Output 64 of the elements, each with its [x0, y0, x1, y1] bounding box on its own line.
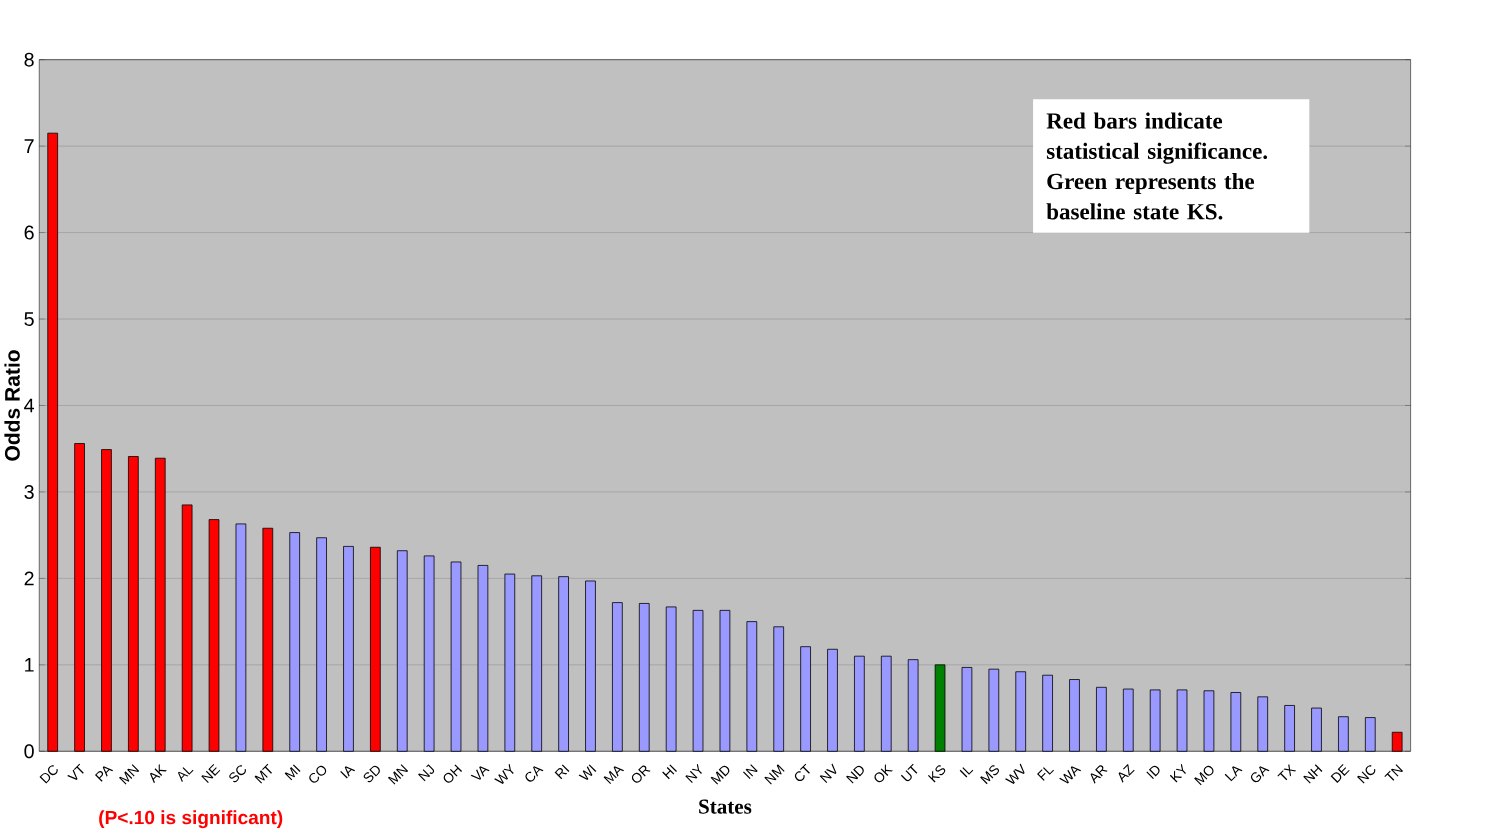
y-tick-label: 3: [24, 485, 34, 500]
x-tick-label: MO: [1194, 765, 1214, 786]
x-tick-label: PA: [94, 766, 114, 782]
x-tick-label: NC: [1357, 765, 1376, 784]
y-tick-label: 0: [24, 744, 34, 759]
x-tick-label: OK: [874, 764, 893, 783]
y-tick-label: 8: [24, 52, 34, 67]
x-tick-label: ID: [1146, 765, 1160, 780]
x-tick-label: FL: [1037, 767, 1054, 782]
x-tick-label: WI: [578, 764, 597, 781]
x-tick-label: NH: [1303, 764, 1323, 784]
x-tick-label: DC: [39, 765, 58, 784]
x-tick-label: AZ: [1118, 764, 1135, 783]
x-tick-label: WA: [1059, 766, 1082, 784]
x-tick-label: AK: [150, 764, 167, 784]
x-tick-label: TX: [1277, 764, 1297, 781]
x-tick-label: MD: [710, 765, 730, 785]
x-tick-label: KS: [927, 765, 946, 783]
y-tick-label: 2: [24, 571, 34, 586]
x-tick-label: WV: [1005, 763, 1025, 785]
x-tick-label: MI: [284, 764, 301, 781]
x-tick-label: GA: [1250, 766, 1270, 783]
x-tick-label: WY: [494, 763, 514, 785]
x-tick-label: HI: [662, 764, 677, 780]
y-tick-label: 5: [24, 312, 34, 327]
x-tick-label: MT: [254, 763, 272, 784]
x-tick-label: NJ: [418, 764, 435, 782]
x-tick-label: UT: [900, 763, 918, 782]
y-tick-label: 1: [25, 658, 34, 672]
x-tick-label: CO: [309, 765, 327, 783]
x-tick-label: SD: [363, 766, 380, 783]
x-tick-label: NV: [819, 763, 837, 784]
x-tick-label: CA: [525, 766, 544, 782]
y-tick-label: 7: [24, 139, 34, 154]
y-tick-label: 4: [24, 398, 35, 413]
y-axis-title: Odds Ratio: [4, 350, 20, 461]
x-tick-label: NY: [685, 763, 702, 784]
x-tick-label: OR: [631, 765, 651, 783]
x-tick-label: MS: [980, 765, 1000, 785]
x-tick-label: VA: [470, 766, 490, 780]
x-tick-label: ND: [846, 765, 864, 784]
x-tick-label: IL: [959, 767, 974, 778]
text: (P<.10 is significant): [99, 810, 283, 829]
x-axis-title: States: [699, 799, 752, 814]
x-tick-label: SC: [229, 765, 246, 783]
annotation: Red bars indicate statistical significance. Green represents the baseline state KS.: [1046, 112, 1268, 220]
x-tick-label: NE: [201, 764, 221, 784]
x-tick-label: CT: [794, 764, 810, 782]
x-tick-label: OH: [443, 764, 463, 783]
x-tick-label: IN: [742, 764, 758, 780]
x-tick-label: MN: [118, 764, 140, 785]
x-tick-label: RI: [554, 764, 570, 780]
x-tick-label: MN: [387, 764, 409, 785]
x-tick-label: MA: [603, 766, 625, 785]
x-tick-label: DE: [1330, 764, 1350, 784]
x-tick-label: VT: [67, 763, 84, 781]
x-tick-label: LA: [1224, 766, 1243, 782]
x-tick-label: IA: [340, 766, 356, 779]
x-tick-label: TN: [1384, 764, 1404, 781]
y-tick-label: 6: [24, 225, 34, 240]
x-tick-label: KY: [1169, 763, 1186, 783]
x-tick-label: NM: [764, 764, 785, 785]
x-tick-label: AL: [177, 767, 194, 783]
x-tick-label: AR: [1090, 765, 1108, 784]
